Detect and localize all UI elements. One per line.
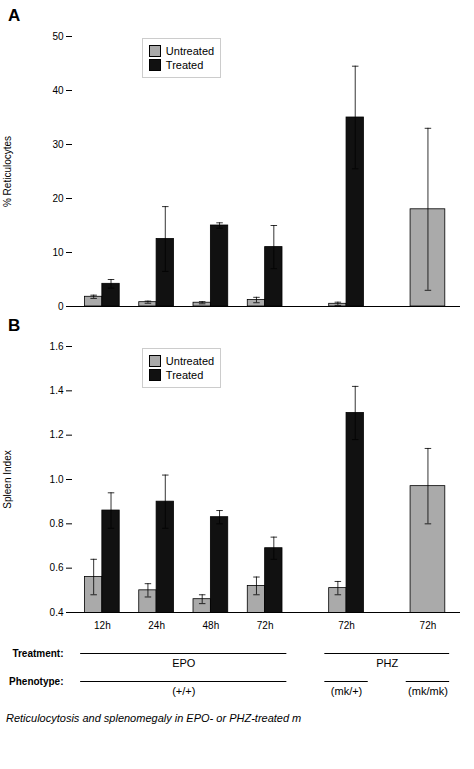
html-text:Treated: Treated — [165, 59, 204, 71]
html-text:Untreated: Untreated — [165, 45, 215, 57]
svg-text:1.2: 1.2 — [50, 429, 64, 440]
svg-text:24h: 24h — [148, 620, 165, 631]
html-text:Untreated: Untreated — [165, 355, 215, 367]
svg-text:PHZ: PHZ — [376, 657, 398, 669]
svg-text:% Reticulocytes: % Reticulocytes — [2, 136, 13, 207]
svg-text:0.6: 0.6 — [50, 562, 64, 573]
svg-text:1.6: 1.6 — [50, 341, 64, 352]
svg-text:(mk/+): (mk/+) — [331, 685, 362, 697]
svg-text:72h: 72h — [420, 620, 437, 631]
svg-text:10: 10 — [52, 247, 64, 258]
svg-text:EPO: EPO — [172, 657, 196, 669]
svg-text:(+/+): (+/+) — [172, 685, 195, 697]
svg-text:1.4: 1.4 — [50, 385, 64, 396]
svg-text:72h: 72h — [257, 620, 274, 631]
svg-text:(mk/mk): (mk/mk) — [408, 685, 448, 697]
svg-text:40: 40 — [52, 85, 64, 96]
svg-text:0.8: 0.8 — [50, 518, 64, 529]
svg-text:Phenotype:: Phenotype: — [9, 676, 63, 687]
svg-text:72h: 72h — [338, 620, 355, 631]
svg-text:30: 30 — [52, 139, 64, 150]
html-text:Reticulocytosis and splenomega: Reticulocytosis and splenomegaly in EPO-… — [6, 712, 302, 724]
svg-text:0.4: 0.4 — [50, 607, 64, 618]
svg-text:12h: 12h — [94, 620, 111, 631]
svg-text:0: 0 — [58, 301, 64, 312]
svg-text:1.0: 1.0 — [50, 474, 64, 485]
svg-text:48h: 48h — [203, 620, 220, 631]
html-text:B: B — [8, 316, 21, 335]
html-text:A: A — [8, 6, 21, 25]
svg-text:Spleen Index: Spleen Index — [2, 450, 13, 508]
svg-text:50: 50 — [52, 31, 64, 42]
svg-text:20: 20 — [52, 193, 64, 204]
svg-text:Treatment:: Treatment: — [12, 648, 63, 659]
html-text:Treated: Treated — [165, 369, 204, 381]
